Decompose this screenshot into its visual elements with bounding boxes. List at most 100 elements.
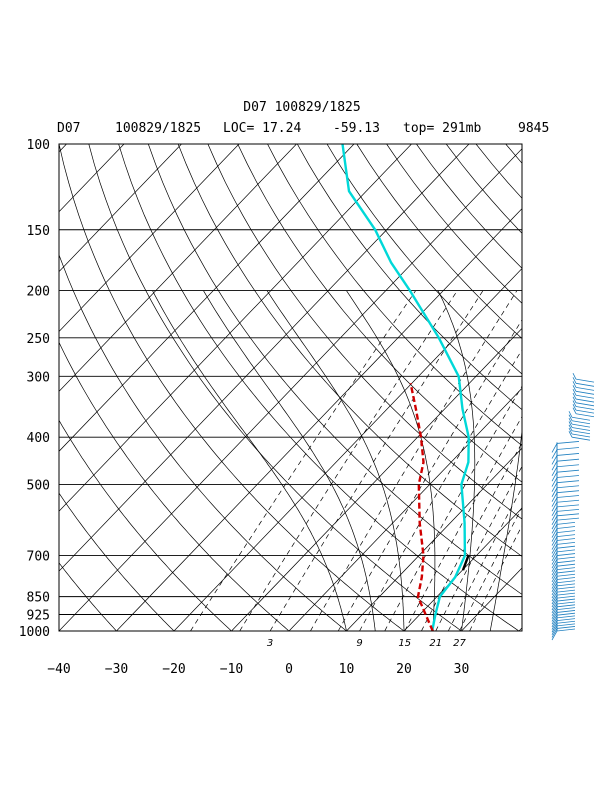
- wind-barb-staff: [556, 626, 576, 629]
- wind-barb-flag: [551, 511, 558, 521]
- wind-barb-staff: [556, 480, 580, 484]
- wind-barb-flag: [551, 588, 558, 599]
- wind-barb-staff: [571, 427, 591, 431]
- isotherm-line: [403, 507, 522, 631]
- wind-barb-flag: [568, 427, 573, 435]
- mixing-ratio-line: [359, 349, 522, 631]
- dry-adiabat-line: [445, 144, 522, 234]
- isotherm-line: [59, 144, 182, 273]
- wind-barb-staff: [556, 563, 576, 567]
- grid-layer: [59, 144, 522, 631]
- temperature-tick-label: 0: [285, 662, 293, 677]
- wind-barb-flag: [551, 519, 558, 530]
- wind-barb-staff: [556, 441, 580, 444]
- wind-barb-flag: [551, 576, 558, 586]
- wind-barb-flag: [568, 411, 573, 418]
- mixing-ratio-line: [239, 290, 458, 631]
- wind-barb-staff: [556, 607, 576, 611]
- wind-barb-staff: [556, 618, 576, 621]
- mixing-ratio-line: [421, 442, 522, 631]
- dry-adiabat-line: [237, 144, 522, 483]
- pressure-tick-label: 925: [27, 609, 50, 624]
- wind-barb-staff: [556, 610, 576, 613]
- wind-barb-flag: [551, 460, 558, 471]
- wind-barb-flag: [551, 455, 558, 465]
- pressure-tick-label: 700: [27, 550, 50, 565]
- wind-barb-staff: [556, 589, 576, 593]
- wind-barb-staff: [556, 541, 576, 545]
- mixing-ratio-line: [447, 486, 522, 631]
- wind-barb-staff: [556, 447, 580, 450]
- wind-barb-flag: [551, 536, 558, 546]
- wind-barb-staff: [556, 567, 576, 570]
- pressure-tick-label: 400: [27, 431, 50, 446]
- wind-barb-flag: [572, 400, 577, 407]
- mixing-ratio-label: 21: [429, 638, 442, 649]
- wind-barb-staff: [556, 458, 580, 462]
- wind-barb-staff: [556, 623, 576, 627]
- isotherm-line: [59, 144, 297, 392]
- isotherm-line: [59, 144, 240, 333]
- wind-barb-staff: [571, 420, 591, 425]
- wind-barb-staff: [571, 436, 591, 441]
- wind-barb-staff: [571, 423, 591, 428]
- dry-adiabat-line: [356, 144, 522, 339]
- wind-barb-flag: [551, 558, 558, 569]
- wind-barb-staff: [571, 416, 591, 421]
- wind-barb-staff: [575, 382, 595, 387]
- temperature-tick-label: 10: [339, 662, 355, 677]
- wind-barb-flag: [551, 597, 558, 608]
- isotherm-line: [461, 567, 522, 631]
- wind-barb-flag: [551, 591, 558, 602]
- temperature-tick-label: −20: [162, 662, 185, 677]
- wind-barb-staff: [556, 628, 576, 632]
- mixing-ratio-label: 27: [453, 638, 466, 649]
- wind-barb-flag: [551, 620, 558, 630]
- wind-barb-flag: [551, 585, 558, 596]
- wind-barb-staff: [556, 521, 576, 525]
- wind-barb-flag: [551, 497, 558, 507]
- wind-barb-staff: [575, 394, 595, 399]
- mixing-ratio-line: [190, 290, 416, 631]
- wind-barb-staff: [556, 580, 576, 584]
- isotherm-line: [59, 144, 355, 452]
- wind-barb-flag: [568, 431, 573, 438]
- wind-barb-flag: [551, 532, 558, 542]
- wind-barb-flag: [568, 417, 573, 425]
- wind-barb-staff: [556, 469, 580, 473]
- dry-adiabat-line: [59, 144, 405, 631]
- wind-barb-flag: [551, 555, 558, 565]
- mixing-ratio-line: [435, 465, 522, 631]
- pressure-tick-label: 250: [27, 332, 50, 347]
- pressure-tick-label: 150: [27, 224, 50, 239]
- wind-barb-flag: [551, 606, 558, 617]
- wind-barb-flag: [551, 609, 558, 619]
- wind-barb-flag: [572, 396, 577, 404]
- wind-barb-staff: [556, 601, 576, 605]
- wind-barb-flag: [572, 392, 577, 400]
- dry-adiabat-line: [59, 253, 347, 631]
- wind-barb-staff: [556, 513, 580, 517]
- dry-adiabat-line: [59, 341, 290, 631]
- wind-barb-flag: [551, 630, 558, 641]
- wind-barb-flag: [551, 565, 558, 576]
- wind-barb-staff: [556, 553, 576, 556]
- dry-adiabat-line: [59, 492, 175, 631]
- isotherm-line: [59, 148, 522, 631]
- subtitle-time: 100829/1825: [115, 121, 201, 136]
- wind-barb-staff: [556, 517, 580, 521]
- pressure-tick-label: 300: [27, 370, 50, 385]
- wind-barb-staff: [556, 560, 576, 564]
- wind-barb-flag: [551, 466, 558, 476]
- wind-barb-staff: [575, 413, 595, 418]
- wind-barb-staff: [556, 586, 576, 590]
- subtitle-longitude: -59.13: [333, 121, 380, 136]
- wind-barb-flag: [551, 449, 558, 459]
- wind-barb-staff: [556, 538, 576, 541]
- wind-barb-staff: [575, 390, 595, 395]
- pressure-tick-label: 1000: [19, 625, 50, 640]
- mixing-ratio-line: [384, 385, 522, 631]
- wind-barb-flag: [551, 582, 558, 592]
- wind-barb-flag: [551, 506, 558, 517]
